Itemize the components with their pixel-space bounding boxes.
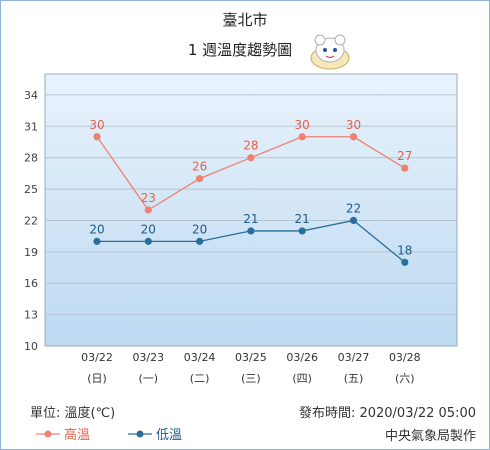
data-point [401, 258, 409, 266]
data-point [93, 237, 101, 245]
weather-mascot-icon [310, 34, 350, 70]
legend-high-label: 高溫 [64, 428, 91, 443]
x-weekday-label: (三) [241, 372, 261, 385]
chart-title: 臺北市 [222, 11, 267, 29]
legend-low-label: 低溫 [156, 428, 183, 443]
y-tick-label: 31 [24, 120, 38, 133]
data-point [298, 227, 306, 235]
data-point [298, 133, 306, 141]
data-point [196, 237, 204, 245]
legend-high: 高溫 [36, 424, 90, 443]
data-point [349, 216, 358, 225]
agency-credit: 中央氣象局製作 [384, 429, 476, 444]
data-label: 22 [346, 201, 361, 215]
unit-label: 單位: 溫度(℃) [30, 406, 116, 421]
series-0: 30 23 26 28 30 30 27 [89, 118, 412, 214]
data-label: 18 [397, 243, 412, 257]
legend-low-marker [128, 430, 152, 437]
data-label: 28 [243, 139, 258, 153]
y-tick-label: 13 [24, 309, 38, 322]
legend-low: 低溫 [128, 424, 182, 443]
x-weekday-label: (日) [87, 372, 107, 385]
data-point [93, 133, 101, 141]
y-tick-label: 19 [24, 246, 38, 259]
y-tick-label: 28 [24, 152, 38, 165]
data-point [349, 133, 358, 141]
data-label: 23 [141, 191, 156, 205]
y-tick-label: 22 [24, 214, 38, 227]
data-point [196, 175, 204, 183]
y-tick-label: 10 [24, 340, 38, 353]
data-label: 26 [192, 160, 207, 174]
x-axis: 03/22 (日) 03/23 (一) 03/24 (二) 03/25 (三) 03/26 (四)… [81, 351, 421, 385]
chart-subtitle: 1 週溫度趨勢圖 [188, 41, 292, 59]
data-label: 20 [89, 222, 104, 236]
data-label: 20 [141, 222, 156, 236]
data-point [247, 154, 255, 162]
plot-area [44, 73, 458, 347]
x-weekday-label: (五) [344, 372, 364, 385]
data-point [144, 237, 152, 245]
temperature-chart: 臺北市 1 週溫度趨勢圖 10 13 16 19 22 25 28 31 34 03/22 (日)… [24, 11, 458, 385]
data-label: 21 [295, 212, 310, 226]
x-tick-label: 03/27 [338, 351, 370, 364]
x-tick-label: 03/22 [81, 351, 113, 364]
data-point [247, 227, 255, 235]
series-lines: 30 23 26 28 30 30 27 20 20 20 21 21 22 18 [89, 118, 412, 266]
y-tick-label: 16 [24, 277, 38, 290]
published-time: 發布時間: 2020/03/22 05:00 [298, 406, 476, 421]
x-tick-label: 03/25 [235, 351, 267, 364]
x-tick-label: 03/24 [184, 351, 216, 364]
x-tick-label: 03/23 [132, 351, 164, 364]
gridlines [45, 94, 457, 316]
x-tick-label: 03/28 [389, 351, 421, 364]
data-label: 30 [89, 118, 104, 132]
series-1: 20 20 20 21 21 22 18 [89, 201, 412, 266]
y-axis: 10 13 16 19 22 25 28 31 34 [24, 89, 38, 353]
data-label: 30 [295, 118, 310, 132]
legend-high-marker [36, 430, 60, 437]
y-tick-label: 25 [24, 183, 38, 196]
x-weekday-label: (四) [292, 372, 312, 385]
x-weekday-label: (六) [395, 372, 415, 385]
data-point [401, 164, 409, 172]
data-label: 21 [243, 212, 258, 226]
data-label: 27 [397, 149, 412, 163]
data-label: 30 [346, 118, 361, 132]
data-label: 20 [192, 222, 207, 236]
data-point [144, 206, 152, 214]
x-tick-label: 03/26 [286, 351, 318, 364]
x-weekday-label: (二) [190, 372, 210, 385]
x-weekday-label: (一) [139, 372, 159, 385]
y-tick-label: 34 [24, 89, 38, 102]
